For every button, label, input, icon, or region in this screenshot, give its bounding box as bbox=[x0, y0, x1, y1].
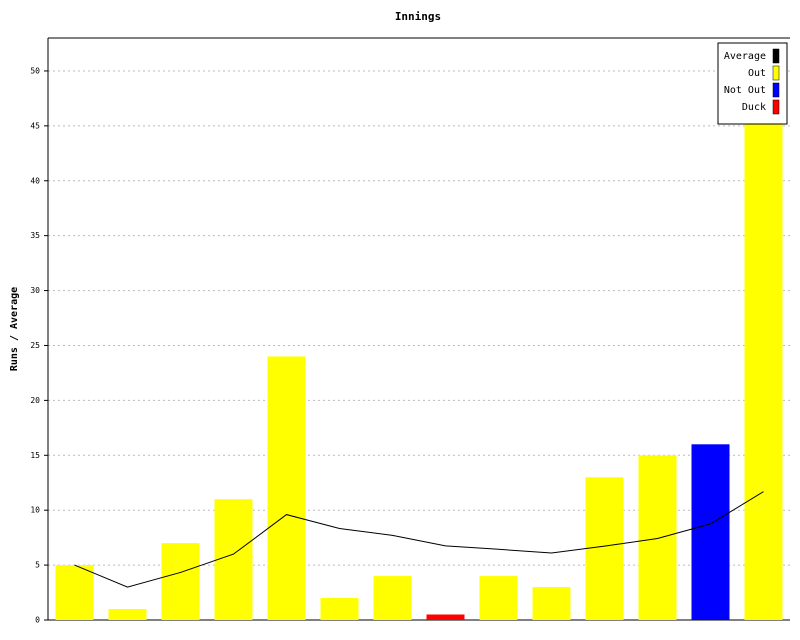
y-tick-label: 30 bbox=[30, 286, 40, 295]
legend-label: Duck bbox=[742, 102, 766, 113]
bar bbox=[320, 598, 359, 620]
y-tick-label: 5 bbox=[35, 561, 40, 570]
legend-swatch bbox=[772, 82, 780, 98]
bar bbox=[55, 565, 94, 620]
y-tick-label: 35 bbox=[30, 231, 40, 240]
bar bbox=[108, 609, 147, 620]
bar bbox=[479, 576, 518, 620]
bar bbox=[638, 455, 677, 620]
y-tick-label: 50 bbox=[30, 66, 40, 75]
y-tick-label: 25 bbox=[30, 341, 40, 350]
chart-title: Innings bbox=[395, 10, 441, 23]
y-axis-label: Runs / Average bbox=[9, 287, 20, 371]
legend-label: Out bbox=[748, 68, 766, 79]
average-line bbox=[74, 491, 764, 588]
bar bbox=[585, 477, 624, 620]
y-tick-label: 20 bbox=[30, 396, 40, 405]
legend-label: Average bbox=[724, 51, 766, 62]
legend-swatch bbox=[772, 65, 780, 81]
bar bbox=[426, 614, 465, 620]
y-tick-label: 15 bbox=[30, 451, 40, 460]
bar bbox=[373, 576, 412, 620]
bar bbox=[532, 587, 571, 620]
y-tick-label: 0 bbox=[35, 616, 40, 625]
bar bbox=[267, 356, 306, 620]
legend-swatch bbox=[772, 99, 780, 115]
bar bbox=[691, 444, 730, 620]
legend-swatch bbox=[772, 48, 780, 64]
y-tick-label: 40 bbox=[30, 176, 40, 185]
bar bbox=[744, 103, 783, 621]
bar bbox=[214, 499, 253, 620]
y-tick-label: 45 bbox=[30, 121, 40, 130]
y-tick-label: 10 bbox=[30, 506, 40, 515]
legend-label: Not Out bbox=[724, 85, 766, 96]
bar bbox=[161, 543, 200, 620]
